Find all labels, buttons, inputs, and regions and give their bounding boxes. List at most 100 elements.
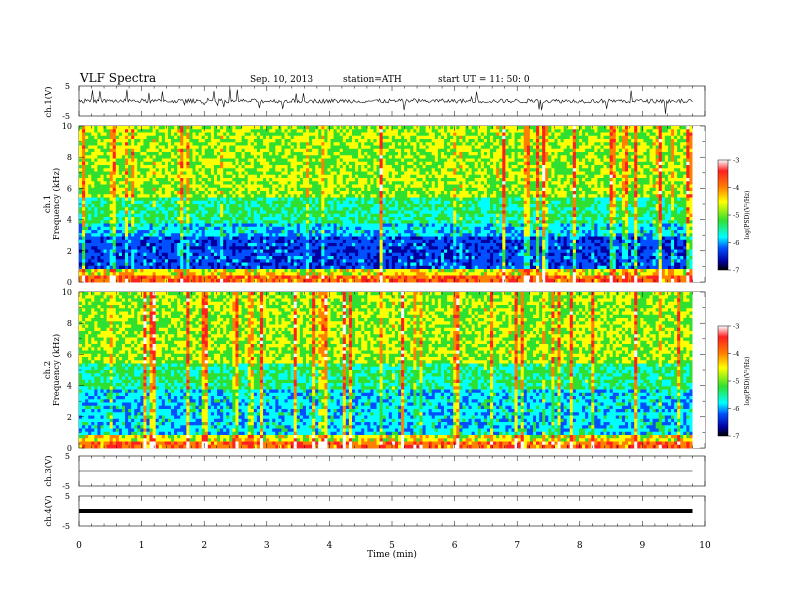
- spectrogram-cell: [352, 213, 356, 218]
- spectrogram-cell: [348, 178, 353, 182]
- spectrogram-cell: [164, 246, 169, 250]
- spectrogram-cell: [183, 142, 187, 146]
- spectrogram-cell: [382, 139, 387, 143]
- spectrogram-cell: [305, 168, 310, 172]
- spectrogram-cell: [152, 275, 157, 280]
- spectrogram-cell: [244, 165, 249, 169]
- spectrogram-cell: [296, 252, 301, 257]
- spectrogram-cell: [247, 236, 252, 241]
- spectrogram-cell: [278, 152, 282, 156]
- spectrogram-cell: [388, 243, 393, 247]
- spectrogram-cell: [241, 210, 246, 215]
- spectrogram-cell: [382, 152, 387, 156]
- spectrogram-cell: [140, 161, 144, 166]
- spectrogram-cell: [281, 148, 285, 153]
- spectrogram-cell: [336, 226, 341, 231]
- spectrogram-cell: [299, 178, 304, 182]
- spectrogram-cell: [109, 233, 114, 237]
- spectrogram-cell: [315, 272, 319, 276]
- spectrogram-cell: [241, 197, 246, 202]
- spectrogram-cell: [171, 200, 175, 205]
- spectrogram-cell: [358, 278, 362, 283]
- spectrogram-cell: [109, 213, 114, 218]
- spectrogram-cell: [238, 262, 242, 267]
- spectrogram-cell: [143, 262, 147, 267]
- spectrogram-cell: [128, 155, 132, 159]
- spectrogram-cell: [198, 223, 203, 228]
- spectrogram-cell: [263, 171, 267, 176]
- spectrogram-cell: [158, 161, 163, 166]
- spectrogram-cell: [259, 129, 264, 133]
- spectrogram-cell: [220, 178, 224, 182]
- spectrogram-cell: [391, 249, 396, 254]
- spectrogram-cell: [207, 272, 212, 276]
- spectrogram-cell: [155, 239, 160, 244]
- spectrogram-cell: [97, 223, 101, 228]
- spectrogram-cell: [223, 252, 227, 257]
- spectrogram-cell: [391, 243, 396, 247]
- spectrogram-cell: [112, 249, 117, 254]
- spectrogram-cell: [339, 165, 344, 169]
- spectrogram-cell: [309, 171, 313, 176]
- spectrogram-cell: [263, 168, 267, 172]
- spectrogram-cell: [361, 158, 365, 163]
- spectrogram-cell: [146, 145, 150, 150]
- spectrogram-cell: [238, 200, 242, 205]
- spectrogram-cell: [309, 256, 313, 260]
- spectrogram-cell: [82, 230, 86, 234]
- spectrogram-cell: [256, 233, 261, 237]
- spectrogram-cell: [281, 207, 285, 211]
- spectrogram-cell: [134, 246, 138, 250]
- spectrogram-cell: [324, 265, 328, 270]
- spectrogram-cell: [146, 223, 150, 228]
- spectrogram-cell: [293, 256, 298, 260]
- spectrogram-cell: [155, 236, 160, 241]
- spectrogram-cell: [336, 239, 341, 244]
- spectrogram-cell: [382, 275, 387, 280]
- spectrogram-cell: [161, 213, 166, 218]
- spectrogram-cell: [327, 239, 331, 244]
- spectrogram-cell: [79, 187, 83, 192]
- spectrogram-cell: [118, 187, 123, 192]
- spectrogram-cell: [287, 233, 292, 237]
- spectrogram-cell: [171, 243, 175, 247]
- spectrogram-cell: [305, 272, 310, 276]
- spectrogram-cell: [115, 178, 120, 182]
- spectrogram-cell: [192, 278, 196, 283]
- spectrogram-cell: [201, 236, 206, 241]
- spectrogram-cell: [180, 243, 184, 247]
- spectrogram-cell: [121, 210, 126, 215]
- spectrogram-cell: [118, 184, 123, 189]
- spectrogram-cell: [342, 194, 347, 198]
- spectrogram-cell: [345, 168, 350, 172]
- spectrogram-cell: [137, 200, 141, 205]
- spectrogram-cell: [158, 246, 163, 250]
- spectrogram-cell: [198, 181, 203, 185]
- spectrogram-cell: [152, 148, 157, 153]
- spectrogram-cell: [370, 142, 374, 146]
- spectrogram-cell: [361, 249, 365, 254]
- spectrogram-cell: [232, 249, 236, 254]
- spectrogram-cell: [226, 165, 230, 169]
- spectrogram-cell: [336, 269, 341, 273]
- spectrogram-cell: [155, 204, 160, 208]
- spectrogram-cell: [232, 210, 236, 215]
- spectrogram-cell: [324, 148, 328, 153]
- spectrogram-cell: [100, 158, 104, 163]
- spectrogram-cell: [290, 161, 295, 166]
- spectrogram-cell: [103, 249, 108, 254]
- spectrogram-cell: [201, 256, 206, 260]
- spectrogram-cell: [376, 246, 381, 250]
- spectrogram-cell: [79, 210, 83, 215]
- spectrogram-cell: [149, 148, 154, 153]
- spectrogram-cell: [388, 272, 393, 276]
- spectrogram-cell: [272, 145, 276, 150]
- spectrogram-cell: [79, 259, 83, 263]
- spectrogram-cell: [137, 187, 141, 192]
- spectrogram-cell: [152, 249, 157, 254]
- spectrogram-cell: [284, 194, 288, 198]
- spectrogram-cell: [318, 187, 322, 192]
- spectrogram-cell: [97, 178, 101, 182]
- spectrogram-cell: [226, 249, 230, 254]
- spectrogram-cell: [189, 129, 193, 133]
